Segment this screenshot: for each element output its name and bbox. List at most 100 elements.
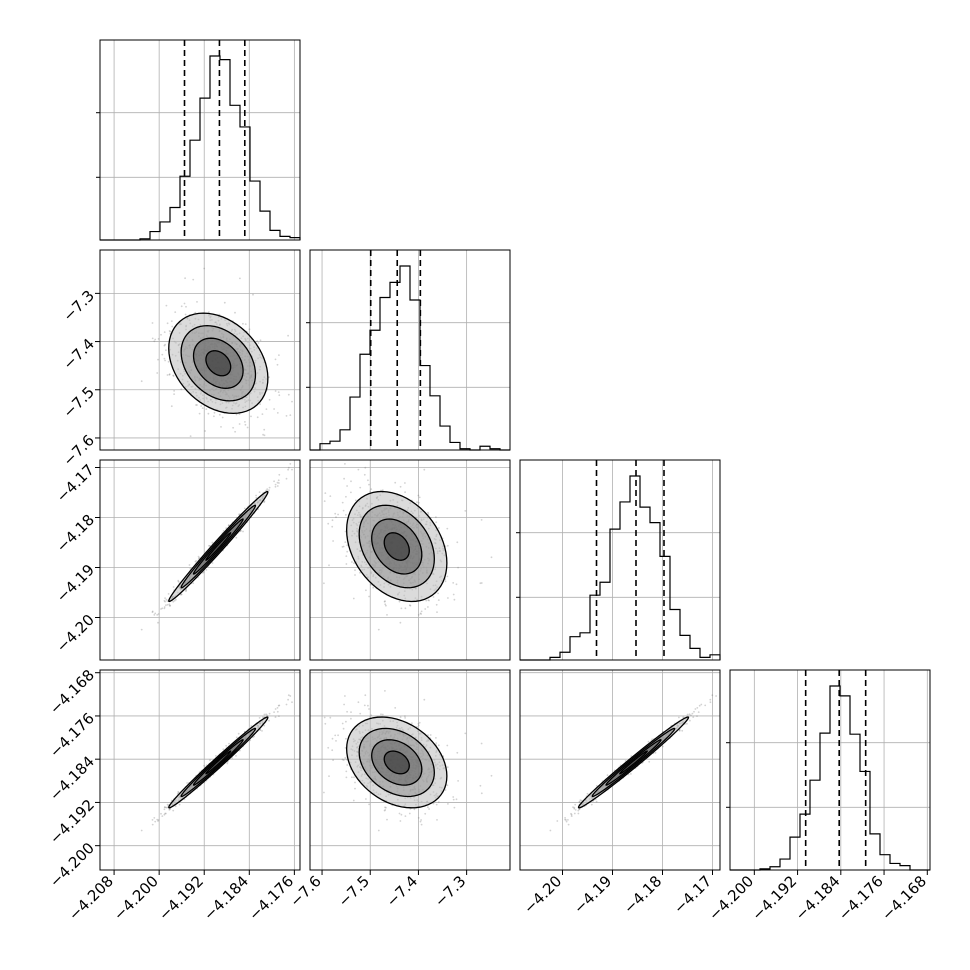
- sample-point: [274, 390, 277, 392]
- sample-point: [384, 600, 386, 602]
- sample-point: [153, 614, 156, 616]
- sample-point: [276, 710, 279, 713]
- sample-point: [211, 562, 214, 564]
- scatter-2-0: [140, 463, 293, 631]
- sample-point: [140, 380, 143, 383]
- sample-point: [262, 433, 264, 436]
- sample-point: [174, 805, 177, 808]
- sample-point: [289, 695, 292, 697]
- sample-point: [276, 412, 279, 414]
- sample-point: [479, 784, 482, 787]
- scatter-2-1: [323, 463, 493, 631]
- sample-point: [709, 698, 712, 701]
- sample-point: [257, 342, 260, 344]
- sample-point: [197, 557, 200, 560]
- sample-point: [235, 413, 238, 416]
- sample-point: [285, 415, 288, 417]
- sample-point: [363, 704, 366, 707]
- sample-point: [184, 313, 187, 316]
- sample-point: [437, 527, 440, 529]
- sample-point: [156, 818, 159, 821]
- sample-point: [234, 430, 237, 433]
- sample-point: [457, 780, 459, 782]
- sample-point: [590, 803, 593, 806]
- sample-point: [188, 564, 191, 566]
- sample-point: [278, 354, 280, 356]
- sample-point: [255, 494, 257, 497]
- sample-point: [344, 695, 346, 697]
- sample-point: [242, 530, 244, 533]
- sample-point: [189, 435, 192, 437]
- sample-point: [383, 600, 386, 603]
- sample-point: [163, 813, 166, 816]
- sample-point: [261, 413, 264, 415]
- sample-point: [172, 375, 175, 377]
- sample-point: [447, 803, 449, 805]
- sample-point: [351, 561, 353, 563]
- sample-point: [436, 611, 438, 613]
- sample-point: [425, 599, 428, 602]
- sample-point: [140, 628, 143, 631]
- sample-point: [209, 759, 211, 762]
- sample-point: [399, 716, 402, 718]
- sample-point: [432, 596, 435, 598]
- sample-point: [186, 782, 189, 784]
- sample-point: [456, 751, 459, 754]
- sample-point: [151, 819, 154, 821]
- sample-point: [428, 808, 430, 810]
- sample-point: [418, 721, 421, 724]
- sample-point: [268, 398, 271, 401]
- histogram-panel-0: [113, 40, 295, 240]
- sample-point: [480, 742, 483, 745]
- sample-point: [342, 545, 345, 548]
- sample-point: [252, 293, 254, 296]
- sample-point: [370, 488, 373, 490]
- sample-point: [331, 737, 334, 740]
- sample-point: [287, 393, 290, 396]
- sample-point: [345, 514, 347, 516]
- sample-point: [161, 353, 164, 356]
- sample-point: [331, 525, 334, 528]
- sample-point: [654, 751, 657, 754]
- sample-point: [244, 423, 247, 426]
- sample-point: [167, 360, 170, 363]
- sample-point: [196, 404, 198, 406]
- sample-point: [350, 480, 352, 483]
- sample-point: [172, 809, 175, 812]
- sample-point: [161, 607, 164, 610]
- sample-point: [341, 501, 344, 504]
- sample-point: [370, 714, 373, 717]
- sample-point: [354, 787, 356, 790]
- sample-point: [409, 604, 412, 607]
- sample-point: [197, 555, 200, 558]
- sample-point: [678, 716, 680, 719]
- sample-point: [165, 604, 167, 607]
- sample-point: [201, 407, 204, 409]
- sample-point: [177, 580, 180, 583]
- sample-point: [291, 701, 293, 704]
- sample-point: [455, 798, 458, 801]
- sample-point: [464, 732, 467, 735]
- sample-point: [345, 737, 347, 740]
- sample-point: [273, 408, 275, 410]
- sample-point: [173, 393, 176, 395]
- sample-point: [226, 762, 229, 765]
- sample-point: [384, 690, 386, 692]
- sample-point: [399, 820, 402, 822]
- sample-point: [268, 486, 271, 489]
- sample-point: [163, 357, 166, 360]
- sample-point: [250, 415, 252, 418]
- sample-point: [157, 338, 160, 340]
- sample-point: [341, 758, 344, 761]
- sample-point: [354, 569, 356, 572]
- sample-point: [334, 734, 337, 737]
- sample-point: [573, 812, 576, 815]
- sample-point: [169, 604, 172, 607]
- sample-point: [418, 496, 421, 499]
- sample-point: [342, 727, 345, 730]
- sample-point: [444, 789, 447, 791]
- sample-point: [208, 544, 210, 547]
- histogram-panel-1: [321, 250, 468, 450]
- sample-point: [399, 485, 402, 488]
